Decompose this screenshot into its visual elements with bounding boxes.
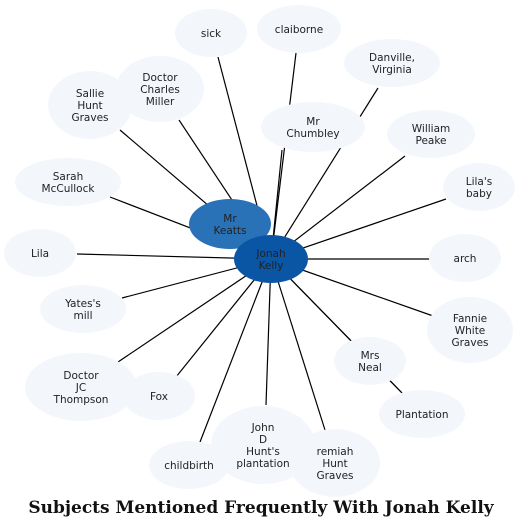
node-label-yates-mill-line-1: Yates's (64, 298, 101, 310)
nodes-layer: sick claiborneDanville,VirginiaDoctorChar… (4, 5, 515, 497)
node-arch[interactable]: arch (429, 234, 501, 282)
node-shape-lilas-baby (443, 163, 515, 211)
node-label-fannie-white-graves-line-2: White (455, 325, 486, 337)
node-label-doctor-jc-thompson-line-3: Thompson (53, 394, 109, 406)
node-label-mr-chumbley-line-1: Mr (306, 116, 320, 128)
node-shape-john-d-hunts-plantation (211, 406, 315, 484)
node-label-doctor-charles-miller-line-1: Doctor (142, 72, 178, 84)
node-label-jonah-kelly-line-2: Kelly (259, 260, 284, 272)
node-label-doctor-jc-thompson-line-2: JC (75, 382, 86, 394)
node-label-fannie-white-graves-line-1: Fannie (453, 313, 487, 325)
node-label-danville-virginia-line-1: Danville, (369, 52, 415, 64)
node-label-lila-line-1: Lila (31, 248, 49, 260)
node-label-william-peake-line-2: Peake (415, 135, 446, 147)
edge-john-d-hunts-plantation (265, 258, 272, 406)
node-label-william-peake-line-1: William (412, 123, 450, 135)
node-plantation[interactable]: Plantation (379, 390, 465, 438)
node-label-claiborne-line-1: claiborne (275, 24, 323, 36)
node-label-arch-line-1: arch (454, 253, 477, 265)
node-shape-jonah-kelly (234, 235, 308, 283)
node-shape-fannie-white-graves (427, 297, 513, 363)
node-label-jeremiah-hunt-graves-line-2: Hunt (322, 458, 347, 470)
node-label-mrs-neal-line-1: Mrs (361, 350, 380, 362)
node-shape-sarah-mccullock (15, 158, 121, 206)
node-label-jeremiah-hunt-graves-line-3: Graves (316, 470, 353, 482)
network-diagram: sick claiborneDanville,VirginiaDoctorChar… (4, 5, 515, 497)
node-shape-mr-keatts (189, 199, 271, 249)
node-label-mr-chumbley-line-2: Chumbley (286, 128, 339, 140)
node-shape-childbirth (149, 441, 229, 489)
node-label-doctor-charles-miller-line-3: Miller (146, 96, 175, 108)
node-label-yates-mill-line-2: mill (74, 310, 93, 322)
node-fox[interactable]: Fox (123, 372, 195, 420)
edge-childbirth (199, 258, 272, 443)
node-label-jonah-kelly-line-1: Jonah (255, 248, 285, 260)
node-label-danville-virginia-line-2: Virginia (372, 64, 412, 76)
node-label-sallie-hunt-graves-line-2: Hunt (77, 100, 102, 112)
node-shape-sallie-hunt-graves (48, 71, 132, 139)
node-label-doctor-charles-miller-line-2: Charles (140, 84, 180, 96)
node-label-john-d-hunts-plantation-line-2: D (259, 434, 267, 446)
node-shape-lila (4, 229, 76, 277)
node-shape-fox (123, 372, 195, 420)
edge-jeremiah-hunt-graves (270, 258, 326, 431)
node-shape-mrs-neal (334, 337, 406, 385)
node-label-mrs-neal-line-2: Neal (358, 362, 382, 374)
node-label-plantation-line-1: Plantation (395, 409, 448, 421)
node-shape-mr-chumbley (261, 102, 365, 152)
node-shape-claiborne (257, 5, 341, 53)
node-label-john-d-hunts-plantation-line-4: plantation (236, 458, 289, 470)
node-label-sick-line-1: sick (201, 28, 222, 40)
node-danville-virginia[interactable]: Danville,Virginia (344, 39, 440, 87)
node-shape-yates-mill (40, 285, 126, 333)
node-shape-danville-virginia (344, 39, 440, 87)
edge-claiborne (270, 52, 297, 260)
node-sick[interactable]: sick (175, 9, 247, 57)
node-childbirth[interactable]: childbirth (149, 441, 229, 489)
node-label-lilas-baby-line-2: baby (466, 188, 492, 200)
node-claiborne[interactable]: claiborne (257, 5, 341, 53)
node-shape-jeremiah-hunt-graves (290, 429, 380, 497)
node-label-doctor-jc-thompson-line-1: Doctor (63, 370, 99, 382)
node-label-fox-line-1: Fox (150, 391, 168, 403)
node-label-sallie-hunt-graves-line-1: Sallie (76, 88, 104, 100)
node-label-john-d-hunts-plantation-line-1: John (251, 422, 275, 434)
node-lila[interactable]: Lila (4, 229, 76, 277)
node-label-mr-keatts-line-2: Keatts (214, 225, 247, 237)
node-label-fannie-white-graves-line-3: Graves (451, 337, 488, 349)
node-shape-doctor-jc-thompson (25, 353, 137, 421)
node-shape-plantation (379, 390, 465, 438)
node-label-sarah-mccullock-line-1: Sarah (53, 171, 84, 183)
diagram-title: Subjects Mentioned Frequently With Jonah… (28, 498, 494, 518)
node-shape-doctor-charles-miller (116, 56, 204, 122)
node-label-john-d-hunts-plantation-line-3: Hunt's (246, 446, 280, 458)
node-shape-william-peake (387, 110, 475, 158)
node-label-lilas-baby-line-1: Lila's (466, 176, 492, 188)
node-label-jeremiah-hunt-graves-line-1: remiah (317, 446, 354, 458)
node-label-sarah-mccullock-line-2: McCullock (42, 183, 96, 195)
node-label-mr-keatts-line-1: Mr (223, 213, 237, 225)
node-shape-sick (175, 9, 247, 57)
node-label-childbirth-line-1: childbirth (164, 460, 214, 472)
node-label-sallie-hunt-graves-line-3: Graves (71, 112, 108, 124)
node-shape-arch (429, 234, 501, 282)
